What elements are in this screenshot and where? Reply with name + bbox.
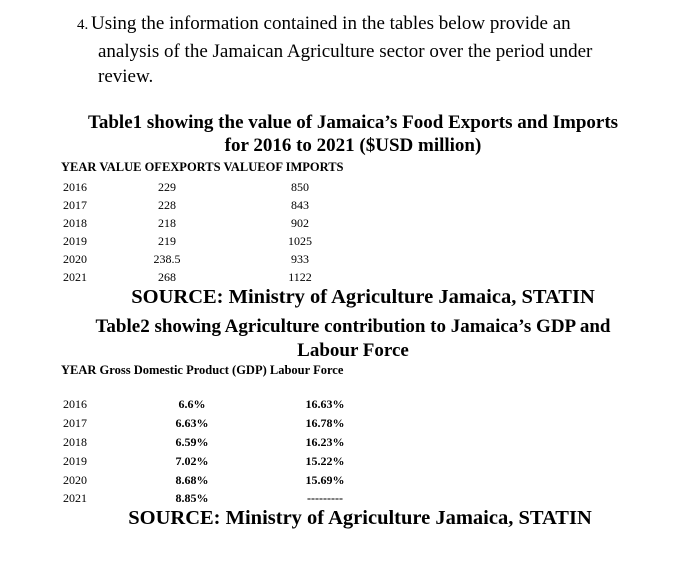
gdp-cell: 6.59% [175,435,209,449]
table2-header: YEAR Gross Domestic Product (GDP) Labour… [61,363,344,377]
labour-cell: --------- [307,491,343,505]
gdp-cell: 8.85% [175,491,209,505]
year-cell: 2018 [63,435,87,449]
exports-cell: 238.5 [153,252,181,266]
question-line-1: Using the information contained in the t… [91,13,571,34]
exports-cell: 268 [158,270,176,284]
imports-cell: 850 [291,180,309,194]
exports-cell: 229 [158,180,176,194]
imports-cell: 1025 [288,234,312,248]
labour-cell: 16.78% [305,416,345,430]
table2-source: SOURCE: Ministry of Agriculture Jamaica,… [128,507,592,529]
year-cell: 2019 [63,234,87,248]
year-cell: 2016 [63,180,87,194]
gdp-cell: 8.68% [175,473,209,487]
table2-title-line-1: Table2 showing Agriculture contribution … [95,316,611,337]
year-cell: 2021 [63,270,87,284]
gdp-cell: 7.02% [175,454,209,468]
year-cell: 2017 [63,416,87,430]
imports-cell: 902 [291,216,309,230]
year-cell: 2018 [63,216,87,230]
labour-cell: 16.23% [305,435,345,449]
year-cell: 2016 [63,397,87,411]
table1-source: SOURCE: Ministry of Agriculture Jamaica,… [131,286,595,308]
table1-title-line-2: for 2016 to 2021 ($USD million) [224,135,482,156]
question-line-3: review. [98,66,154,87]
imports-cell: 1122 [288,270,312,284]
gdp-cell: 6.6% [178,397,206,411]
year-cell: 2020 [63,252,87,266]
labour-cell: 15.69% [305,473,345,487]
table1-title-line-1: Table1 showing the value of Jamaica’s Fo… [87,112,619,133]
imports-cell: 933 [291,252,309,266]
question-line-2: analysis of the Jamaican Agriculture sec… [98,41,593,62]
gdp-cell: 6.63% [175,416,209,430]
year-cell: 2017 [63,198,87,212]
table1-header: YEAR VALUE OFEXPORTS VALUEOF IMPORTS [61,160,344,174]
labour-cell: 16.63% [305,397,345,411]
year-cell: 2020 [63,473,87,487]
year-cell: 2019 [63,454,87,468]
exports-cell: 219 [158,234,176,248]
labour-cell: 15.22% [305,454,345,468]
imports-cell: 843 [291,198,309,212]
year-cell: 2021 [63,491,87,505]
question-number: 4. [77,17,89,33]
table2-title-line-2: Labour Force [297,340,409,361]
exports-cell: 218 [158,216,176,230]
exports-cell: 228 [158,198,176,212]
